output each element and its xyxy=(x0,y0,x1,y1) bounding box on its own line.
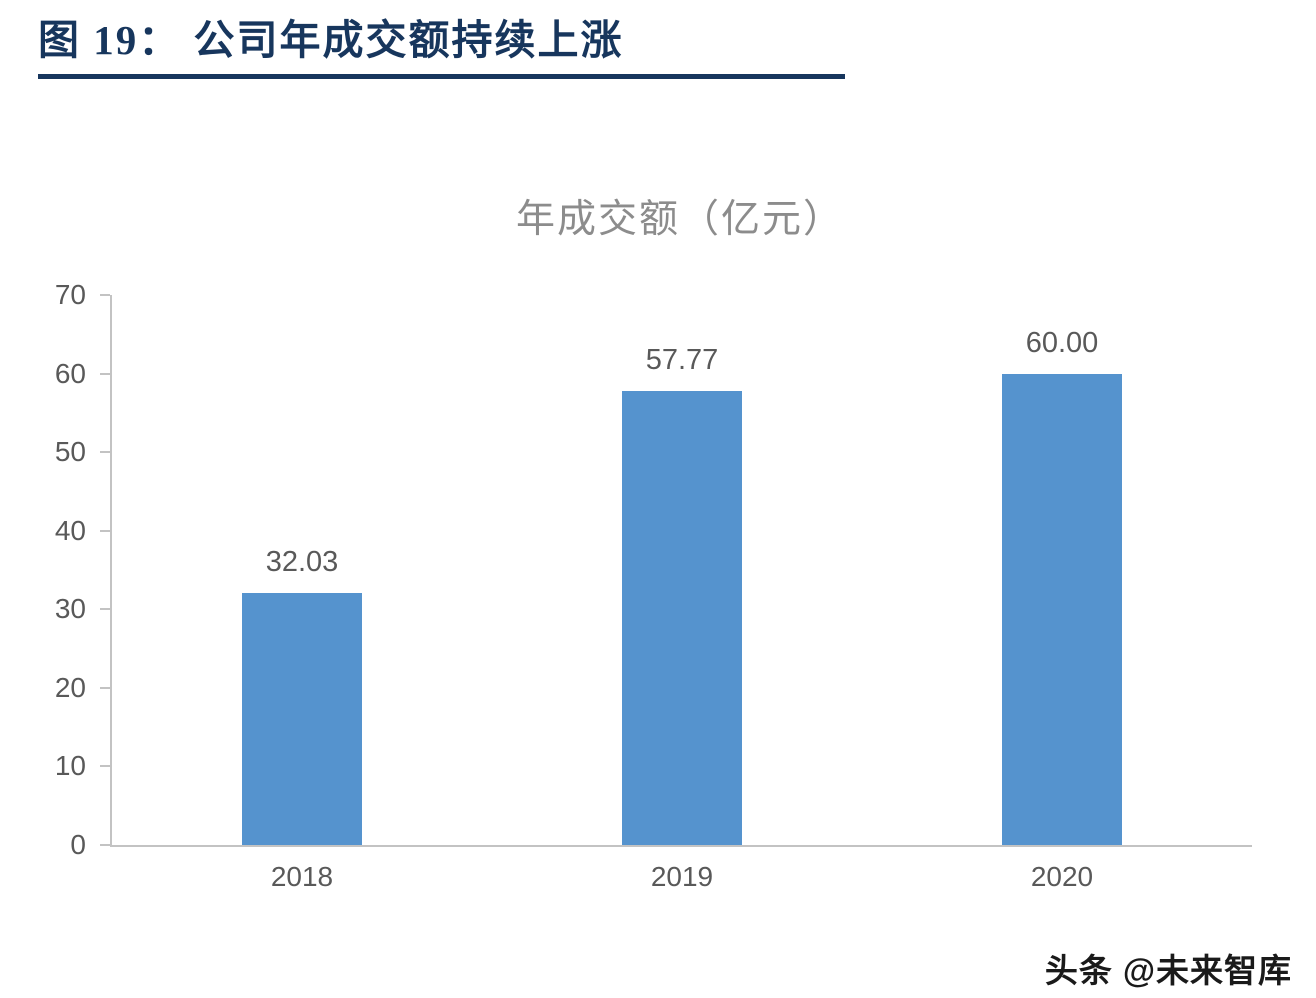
x-axis-category-label: 2018 xyxy=(270,861,334,892)
caption-underline xyxy=(38,74,845,79)
y-axis-tick-label: 40 xyxy=(54,514,86,546)
y-axis-tick-label: 10 xyxy=(54,750,86,782)
y-axis-tick-label: 60 xyxy=(54,357,86,389)
y-axis-tick-label: 50 xyxy=(54,436,86,468)
y-axis-tick-label: 30 xyxy=(54,593,86,625)
bar-value-label: 32.03 xyxy=(265,546,339,579)
watermark-handle: @未来智库 xyxy=(1122,952,1292,989)
y-axis-tick-mark xyxy=(100,608,110,611)
watermark: 头条 @未来智库 xyxy=(1045,944,1292,992)
y-axis-tick-mark xyxy=(100,844,110,846)
y-axis-tick-mark xyxy=(100,451,110,454)
bar-2020 xyxy=(1002,373,1122,845)
bar-chart-plot-area: 32.03 2018 57.77 2019 60.00 2020 xyxy=(100,294,1252,892)
y-axis-tick-label: 70 xyxy=(54,279,86,310)
y-axis-tick-mark xyxy=(100,294,110,296)
x-axis-category-label: 2020 xyxy=(1030,861,1094,892)
bar-value-label: 57.77 xyxy=(645,344,719,377)
toutiao-logo-text: 头条 xyxy=(1044,952,1113,989)
y-axis: 0 10 20 30 40 50 60 70 xyxy=(0,279,98,860)
figure-caption: 图 19： 公司年成交额持续上涨 xyxy=(38,17,624,63)
x-axis-category-label: 2019 xyxy=(650,861,714,892)
y-axis-tick-mark xyxy=(100,529,110,532)
bar-2019 xyxy=(622,391,742,845)
y-axis-tick-mark xyxy=(100,686,110,689)
bar-value-label: 60.00 xyxy=(1025,326,1099,359)
y-axis-tick-label: 0 xyxy=(70,829,86,860)
y-axis-tick-mark xyxy=(100,765,110,768)
y-axis-tick-mark xyxy=(100,372,110,375)
bar-2018 xyxy=(242,593,362,845)
y-axis-tick-label: 20 xyxy=(54,671,86,703)
chart-title: 年成交额（亿元） xyxy=(515,198,844,241)
